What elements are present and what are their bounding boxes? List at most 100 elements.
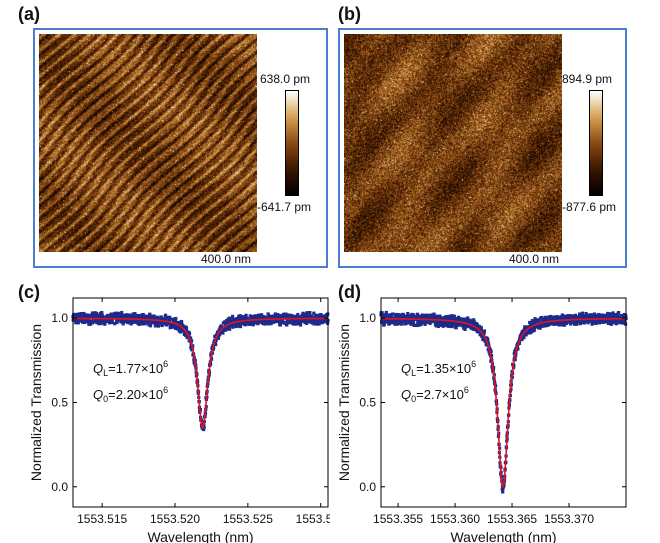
data-point [216, 336, 221, 340]
data-point [464, 318, 468, 322]
lorentzian-fit-line [73, 317, 328, 429]
data-point [213, 341, 217, 345]
data-point [400, 314, 404, 319]
data-point [571, 320, 575, 324]
data-point [555, 318, 560, 322]
panel-label-a: (a) [18, 4, 40, 24]
data-point [108, 319, 112, 323]
data-point [597, 312, 601, 317]
data-point [142, 314, 146, 318]
data-point [383, 319, 387, 323]
y-axis-label: Normalized Transmission [336, 324, 352, 481]
data-point [223, 320, 227, 324]
data-point [616, 314, 620, 318]
data-point [317, 321, 321, 326]
data-point [454, 326, 458, 330]
data-point [187, 331, 192, 336]
data-point [314, 314, 318, 318]
y-axis-label: Normalized Transmission [28, 324, 44, 481]
data-point [561, 314, 565, 318]
data-point [83, 320, 87, 325]
data-point [513, 357, 517, 362]
data-point [489, 349, 493, 353]
data-point [560, 323, 564, 327]
data-point [90, 321, 94, 325]
data-point [594, 321, 598, 326]
data-point [155, 315, 160, 320]
data-point [116, 311, 121, 315]
data-point [582, 320, 587, 324]
data-point [296, 312, 300, 317]
data-point [76, 321, 80, 325]
data-point [617, 310, 621, 315]
data-point [233, 321, 237, 326]
data-point [394, 314, 398, 319]
data-point [404, 318, 408, 323]
data-point [300, 319, 305, 323]
data-point [409, 322, 414, 326]
data-point [279, 321, 283, 325]
data-point [622, 319, 626, 323]
data-point [141, 322, 145, 326]
data-point [393, 320, 397, 324]
data-point [538, 326, 542, 330]
data-point [303, 320, 307, 325]
data-point [121, 322, 125, 326]
data-point [610, 321, 614, 326]
data-point [127, 313, 131, 317]
data-point [418, 314, 422, 318]
data-point [436, 323, 441, 327]
data-point [416, 323, 420, 328]
data-point [475, 323, 479, 327]
data-point [238, 314, 242, 318]
data-point [311, 318, 315, 322]
data-point [380, 321, 384, 325]
data-point [238, 324, 243, 329]
data-point [472, 318, 476, 322]
data-point [306, 311, 310, 315]
data-point [307, 313, 311, 317]
data-point [434, 324, 438, 328]
data-point [574, 320, 579, 324]
data-point [132, 313, 136, 317]
data-point [289, 320, 293, 324]
y-tick-label: 0.5 [359, 396, 376, 410]
scale-label-b: 400.0 nm [509, 252, 560, 266]
data-point [481, 337, 485, 342]
data-point [266, 312, 270, 316]
data-point [586, 321, 590, 325]
data-point [228, 327, 232, 331]
data-point [594, 313, 598, 317]
data-point [218, 327, 223, 331]
data-point [236, 316, 240, 320]
data-point [563, 314, 567, 318]
data-point [530, 326, 534, 330]
data-point [151, 321, 155, 325]
data-point [147, 323, 151, 327]
data-point [391, 312, 395, 316]
data-point [450, 316, 454, 320]
x-tick-label: 1553.355 [373, 512, 423, 526]
data-point [166, 315, 170, 319]
data-point [399, 322, 404, 326]
data-point [156, 324, 160, 328]
data-point [525, 325, 529, 329]
data-point [275, 315, 279, 319]
q-intrinsic-annotation: Q0=2.7×106 [401, 385, 469, 404]
data-point [126, 320, 130, 325]
data-point [90, 311, 95, 315]
x-tick-label: 1553.360 [430, 512, 480, 526]
data-point [406, 321, 410, 325]
data-point [553, 318, 557, 322]
data-point [103, 322, 107, 326]
data-point [387, 321, 392, 326]
data-point [119, 320, 123, 324]
data-point [384, 310, 388, 315]
data-point [220, 325, 224, 329]
data-point [244, 313, 248, 317]
data-point [137, 322, 141, 326]
data-point [531, 322, 535, 326]
data-point [273, 312, 277, 316]
data-point [169, 317, 173, 321]
